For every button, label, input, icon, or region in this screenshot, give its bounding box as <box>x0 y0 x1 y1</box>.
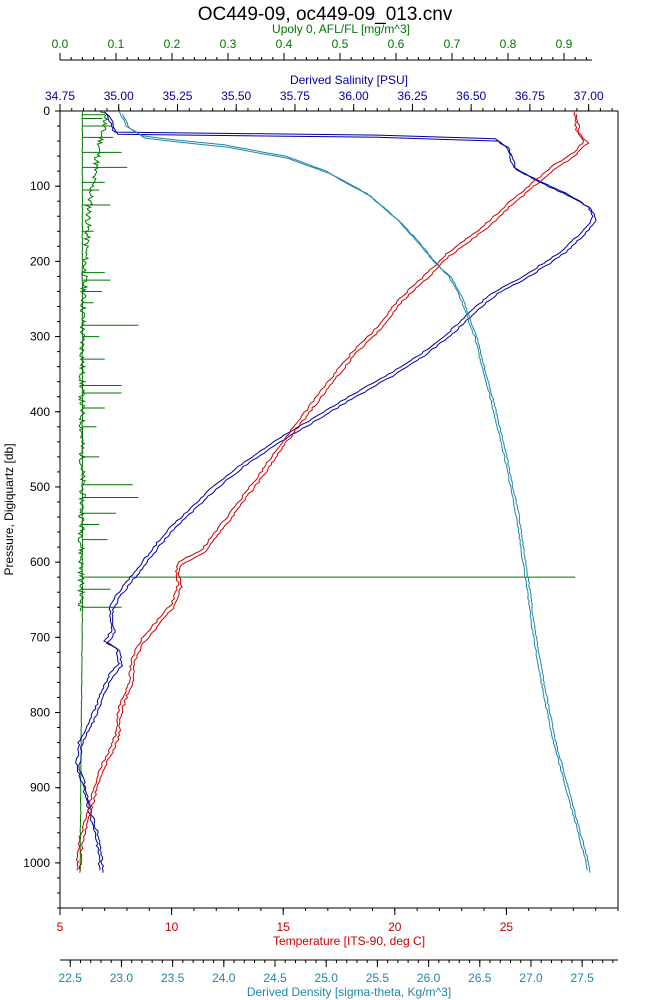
x-tick-label: 10 <box>165 920 179 934</box>
x-tick-label: 35.00 <box>104 89 134 103</box>
y-tick-label: 800 <box>30 706 50 720</box>
density-line-up <box>122 113 591 873</box>
x-tick-label: 25 <box>500 920 514 934</box>
x-tick-label: 0.8 <box>500 37 517 51</box>
x-tick-label: 15 <box>277 920 291 934</box>
y-tick-label: 0 <box>43 104 50 118</box>
x-tick-label: 24.5 <box>263 971 287 985</box>
x-tick-label: 26.5 <box>468 971 492 985</box>
x-tick-label: 0.7 <box>444 37 461 51</box>
x-axis-temperature: 5 10 15 20 25 Temperature [ITS-90, deg C] <box>57 908 619 948</box>
series-salinity <box>75 111 597 873</box>
series-density <box>118 111 591 873</box>
temperature-line-down <box>75 111 585 871</box>
x-tick-label: 22.5 <box>59 971 83 985</box>
y-tick-label: 600 <box>30 555 50 569</box>
x-axis-title: Derived Salinity [PSU] <box>290 73 408 87</box>
x-tick-label: 26.0 <box>417 971 441 985</box>
x-tick-label: 0.9 <box>556 37 573 51</box>
x-tick-label: 0.2 <box>164 37 181 51</box>
axes-layer: 0 100 200 300 400 500 600 700 800 900 1000 Pressure… <box>2 22 619 999</box>
series-temperature <box>75 111 590 873</box>
x-tick-label: 35.75 <box>280 89 310 103</box>
y-tick-label: 700 <box>30 630 50 644</box>
series-fluorescence <box>76 111 576 871</box>
x-tick-label: 0.4 <box>276 37 293 51</box>
y-tick-label: 300 <box>30 330 50 344</box>
series-layer <box>75 111 597 873</box>
salinity-line-up <box>78 113 597 873</box>
y-tick-label: 900 <box>30 781 50 795</box>
x-tick-label: 23.0 <box>110 971 134 985</box>
y-axis-pressure: 0 100 200 300 400 500 600 700 800 900 1000 Pressure… <box>2 104 60 909</box>
density-line-down <box>118 111 588 871</box>
x-tick-label: 24.0 <box>212 971 236 985</box>
x-tick-label: 34.75 <box>45 89 75 103</box>
x-tick-label: 27.0 <box>519 971 543 985</box>
y-axis-title: Pressure, Digiquartz [db] <box>2 443 16 575</box>
x-tick-label: 27.5 <box>570 971 594 985</box>
y-tick-label: 1000 <box>23 856 50 870</box>
x-tick-label: 5 <box>57 920 64 934</box>
x-tick-label: 0.0 <box>52 37 69 51</box>
x-axis-fluorescence: 0.0 0.1 0.2 0.3 0.4 0.5 0.6 0.7 0.8 0.9 Upoly 0, A… <box>52 22 592 61</box>
salinity-line-down <box>75 111 594 871</box>
y-tick-label: 200 <box>30 254 50 268</box>
x-tick-label: 0.1 <box>108 37 125 51</box>
x-tick-label: 36.00 <box>339 89 369 103</box>
x-axis-salinity: 34.75 35.00 35.25 35.50 35.75 36.00 36.25 36.50… <box>45 73 613 111</box>
x-axis-density: 22.5 23.0 23.5 24.0 24.5 25.0 25.5 26.0 26.5 27.0… <box>59 959 618 999</box>
x-tick-label: 36.25 <box>397 89 427 103</box>
x-tick-label: 0.5 <box>332 37 349 51</box>
x-tick-label: 20 <box>388 920 402 934</box>
x-tick-label: 36.50 <box>456 89 486 103</box>
x-axis-title: Derived Density [sigma-theta, Kg/m^3] <box>247 985 451 999</box>
plot-area <box>59 110 619 909</box>
x-tick-label: 23.5 <box>161 971 185 985</box>
x-tick-label: 35.25 <box>162 89 192 103</box>
x-tick-label: 35.50 <box>221 89 251 103</box>
x-axis-title: Upoly 0, AFL/FL [mg/m^3] <box>272 22 410 36</box>
fluorescence-line <box>76 111 109 612</box>
chart-title: OC449-09, oc449-09_013.cnv <box>198 4 453 25</box>
x-tick-label: 0.3 <box>220 37 237 51</box>
x-tick-label: 0.6 <box>388 37 405 51</box>
x-axis-title: Temperature [ITS-90, deg C] <box>273 934 425 948</box>
x-tick-label: 36.75 <box>515 89 545 103</box>
temperature-line-up <box>78 113 590 873</box>
x-tick-label: 25.0 <box>315 971 339 985</box>
x-tick-label: 37.00 <box>574 89 604 103</box>
x-tick-label: 25.5 <box>366 971 390 985</box>
y-tick-label: 100 <box>30 179 50 193</box>
y-tick-label: 500 <box>30 480 50 494</box>
y-tick-label: 400 <box>30 405 50 419</box>
fluorescence-baseline-line <box>79 111 84 871</box>
